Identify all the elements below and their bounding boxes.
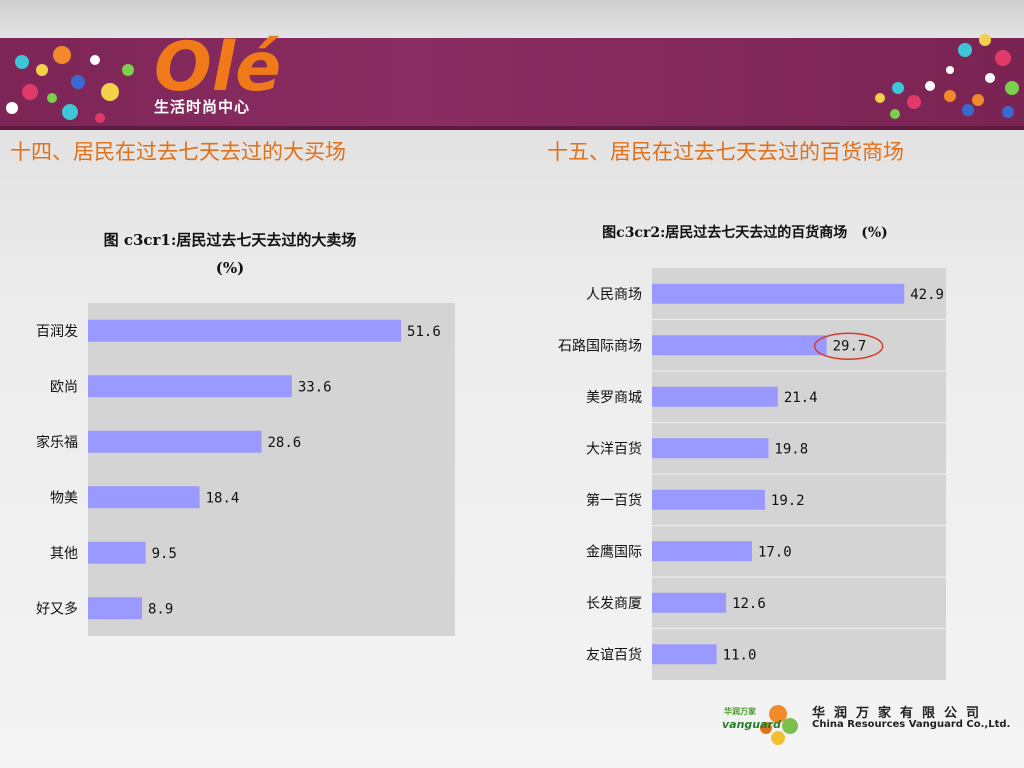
vanguard-logo-cn: 华润万家: [724, 706, 757, 716]
logo-text: Olé: [154, 28, 281, 107]
chart1-bar: [88, 597, 142, 620]
chart1-category-label: 其他: [50, 546, 78, 562]
chart1-category-label: 物美: [50, 490, 78, 506]
section-heading-right: 十五、居民在过去七天去过的百货商场: [547, 140, 904, 164]
chart2-bar: [652, 489, 765, 510]
chart2-value-label: 19.2: [771, 493, 805, 509]
chart1-title-line2: (%): [215, 259, 245, 277]
logo-subtitle: 生活时尚中心: [154, 98, 251, 116]
chart1-category-label: 欧尚: [50, 379, 78, 395]
chart2-category-label: 长发商厦: [586, 596, 642, 612]
chart2-category-label: 石路国际商场: [558, 338, 642, 354]
chart2-bar: [652, 592, 727, 613]
chart2-bar: [652, 335, 827, 356]
top-strip: [0, 0, 1024, 38]
chart1-value-label: 9.5: [152, 546, 177, 562]
chart1-bar: [88, 375, 292, 398]
company-name-cn: 华润万家有限公司: [812, 706, 989, 721]
chart1-value-label: 18.4: [206, 490, 240, 506]
chart2-category-label: 金鹰国际: [586, 544, 642, 560]
chart1-bar: [88, 486, 200, 509]
chart2-bar: [652, 283, 905, 304]
ole-logo: Olé: [154, 28, 281, 107]
chart1-category-label: 好又多: [36, 600, 78, 617]
chart1-bar: [88, 319, 402, 342]
chart1-value-label: 28.6: [268, 435, 302, 451]
vanguard-logo-en: vanguard: [722, 718, 781, 731]
chart1-value-label: 51.6: [407, 324, 441, 340]
chart2-value-label: 42.9: [910, 287, 944, 303]
chart1-bar: [88, 430, 262, 453]
chart2-value-label: 12.6: [732, 596, 766, 612]
chart2-value-label: 11.0: [723, 647, 757, 663]
decorative-dots: [6, 34, 1019, 123]
chart1-title: 图 c3cr1:居民过去七天去过的大卖场 (%): [60, 226, 400, 282]
chart2-bar: [652, 438, 769, 459]
chart1-plot-area: [88, 303, 455, 636]
chart2-category-label: 友谊百货: [586, 646, 642, 663]
chart2-value-label: 21.4: [784, 390, 818, 406]
chart2-value-label: 17.0: [758, 544, 792, 560]
chart1-category-label: 百润发: [36, 324, 78, 340]
banner-stripe: [0, 126, 1024, 130]
vanguard-logo: 华润万家 vanguard: [722, 705, 798, 745]
chart1-category-label: 家乐福: [36, 434, 78, 451]
chart2-bar: [652, 541, 752, 562]
chart1-value-label: 33.6: [298, 379, 332, 395]
chart2-bar: [652, 386, 778, 407]
company-name-en: China Resources Vanguard Co.,Ltd.: [812, 719, 1011, 730]
chart2-category-label: 人民商场: [586, 287, 642, 303]
chart1-title-line1: 图 c3cr1:居民过去七天去过的大卖场: [103, 231, 357, 249]
header-banner: [0, 38, 1024, 130]
chart2-category-label: 美罗商城: [586, 390, 642, 406]
chart2-category-label: 第一百货: [586, 492, 642, 509]
chart2-highlight-ring: [813, 332, 884, 360]
chart2-category-label: 大洋百货: [586, 440, 642, 457]
chart2-value-label: 19.8: [774, 441, 808, 457]
section-heading-left: 十四、居民在过去七天去过的大买场: [10, 140, 346, 164]
chart2-title: 图c3cr2:居民过去七天去过的百货商场 (%): [602, 225, 888, 241]
chart1-bar: [88, 541, 146, 564]
chart1-value-label: 8.9: [148, 601, 173, 617]
chart2-value-label: 29.7: [833, 338, 867, 354]
chart2-bar: [652, 644, 717, 665]
